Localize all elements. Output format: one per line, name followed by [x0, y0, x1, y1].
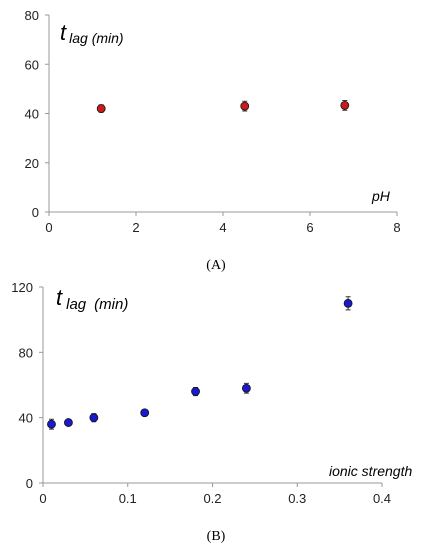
panel-b-data-point: [140, 408, 150, 418]
panel-a-ylabel: t lag (min): [60, 20, 124, 46]
panel-b-ticks: 0 0.1 0.2 0.3 0.4 0 40 80 120: [11, 280, 391, 506]
panel-a-x-tick-label: 0: [45, 220, 52, 235]
panel-a-y-tick-label: 20: [25, 156, 39, 171]
panel-b-data-point: [241, 383, 251, 393]
panel-b-y-tick-label: 40: [19, 411, 33, 426]
panel-a-caption: (A): [206, 258, 226, 273]
panel-b-y-tick-label: 0: [26, 476, 33, 491]
panel-b-x-tick-label: 0.1: [119, 491, 137, 506]
panel-b-xlabel: ionic strength: [329, 463, 412, 479]
panel-b-data-point: [47, 419, 56, 429]
panel-b-data-point: [64, 418, 73, 427]
panel-a-y-tick-label: 80: [25, 8, 39, 23]
panel-a-x-tick-label: 8: [393, 220, 400, 235]
panel-b-x-tick-label: 0.4: [373, 491, 391, 506]
panel-a-xlabel: pH: [371, 188, 391, 204]
panel-a-data-point: [340, 100, 350, 110]
panel-b-x-tick-label: 0: [39, 491, 46, 506]
panel-b: 0 0.1 0.2 0.3 0.4 0 40 80 120 t lag (min) ionic st…: [11, 280, 412, 506]
panel-a-data-point: [240, 101, 250, 111]
panel-b-ylabel: t lag (min): [56, 285, 128, 313]
panel-b-data-point: [191, 387, 200, 396]
panel-a-y-tick-label: 40: [25, 107, 39, 122]
panel-a-x-tick-label: 6: [306, 220, 313, 235]
panel-a-data-point: [96, 104, 106, 113]
panel-a-y-tick-label: 60: [25, 57, 39, 72]
panel-b-y-tick-label: 120: [11, 280, 33, 295]
panel-b-x-tick-label: 0.3: [288, 491, 306, 506]
panel-a-y-tick-label: 0: [32, 205, 39, 220]
panel-b-data-point: [89, 413, 99, 423]
panel-b-caption: (B): [207, 529, 226, 544]
panel-b-points: [47, 296, 353, 430]
panel-b-data-point: [343, 298, 353, 308]
panel-b-x-tick-label: 0.2: [203, 491, 221, 506]
panel-b-y-tick-label: 80: [19, 345, 33, 360]
panel-a-x-tick-label: 4: [219, 220, 226, 235]
panel-a-x-tick-label: 2: [132, 220, 139, 235]
panel-a-points: [96, 99, 350, 113]
